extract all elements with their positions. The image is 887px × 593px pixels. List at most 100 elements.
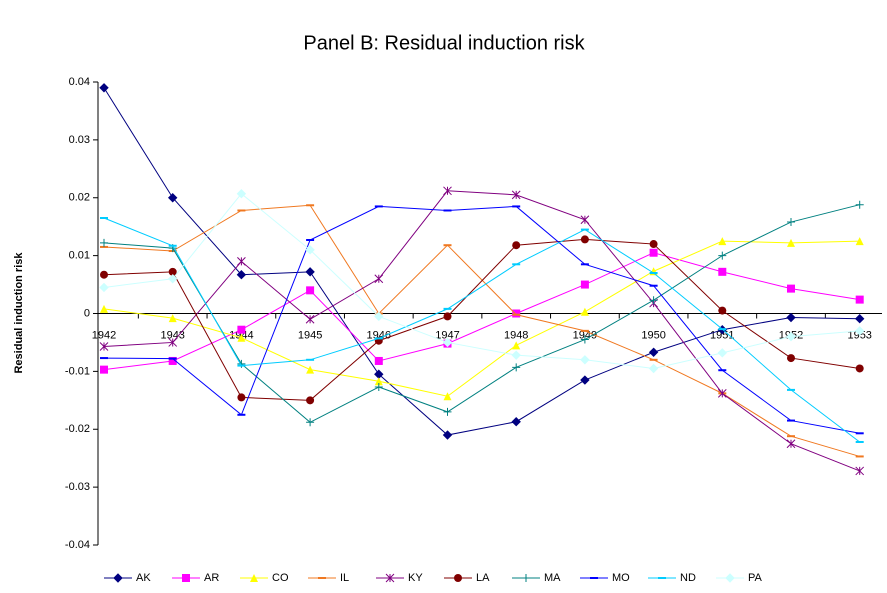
- chart-title: Panel B: Residual induction risk: [303, 32, 585, 54]
- marker: [374, 383, 383, 392]
- series-line: [103, 190, 860, 472]
- marker: [443, 312, 452, 321]
- legend-label: AK: [136, 572, 151, 584]
- series: [100, 237, 864, 401]
- marker: [385, 573, 395, 583]
- marker: [512, 241, 521, 250]
- x-tick-label: 1947: [435, 329, 459, 341]
- series: [99, 188, 865, 374]
- marker: [237, 325, 246, 334]
- legend-label: LA: [476, 572, 490, 584]
- y-axis-label: Residual induction risk: [13, 252, 25, 374]
- marker: [787, 354, 795, 363]
- marker: [580, 307, 589, 316]
- marker: [236, 270, 247, 280]
- marker: [442, 337, 453, 348]
- marker: [99, 282, 109, 293]
- series: [99, 186, 865, 476]
- x-tick-label: 1942: [92, 329, 116, 341]
- marker: [237, 333, 246, 342]
- marker: [168, 314, 177, 323]
- marker: [717, 348, 728, 358]
- legend-item: AR: [172, 572, 219, 584]
- series: [100, 217, 864, 443]
- y-tick-label: -0.04: [65, 539, 90, 551]
- marker: [250, 574, 258, 582]
- marker: [854, 326, 865, 336]
- marker: [855, 364, 864, 373]
- series: [100, 235, 864, 405]
- marker: [718, 237, 727, 246]
- marker: [305, 245, 315, 255]
- marker: [236, 188, 247, 199]
- legend-item: PA: [716, 572, 763, 584]
- legend-item: IL: [308, 572, 349, 584]
- series: [100, 200, 864, 427]
- series: [100, 248, 864, 374]
- marker: [787, 218, 795, 227]
- marker: [374, 311, 384, 322]
- y-tick-label: -0.02: [65, 423, 90, 435]
- legend-item: MA: [512, 572, 561, 584]
- x-tick-label: 1951: [710, 329, 734, 341]
- marker: [512, 309, 521, 318]
- marker: [512, 341, 521, 350]
- y-tick-label: 0: [84, 307, 90, 319]
- series-line: [103, 192, 860, 369]
- marker: [580, 235, 589, 244]
- x-tick-label: 1950: [641, 329, 665, 341]
- marker: [100, 304, 108, 313]
- marker: [649, 240, 658, 249]
- marker: [100, 270, 108, 279]
- marker: [442, 430, 453, 440]
- marker: [167, 274, 178, 284]
- marker: [306, 396, 315, 405]
- marker: [443, 186, 452, 196]
- legend-label: IL: [340, 572, 349, 584]
- marker: [787, 284, 795, 293]
- legend-label: CO: [272, 572, 289, 584]
- marker: [649, 296, 658, 305]
- marker: [786, 312, 796, 323]
- legend-item: ND: [648, 572, 696, 584]
- y-tick-label: 0.03: [69, 134, 90, 146]
- series: [99, 83, 865, 440]
- marker: [855, 295, 864, 304]
- marker: [786, 439, 796, 449]
- series-line: [103, 205, 860, 434]
- marker: [580, 355, 590, 365]
- y-tick-label: 0.01: [69, 250, 90, 262]
- marker: [305, 267, 315, 277]
- marker: [168, 356, 177, 365]
- marker: [182, 574, 190, 582]
- marker: [306, 365, 315, 374]
- y-tick-label: 0.02: [69, 192, 90, 204]
- marker: [99, 342, 109, 351]
- legend-label: PA: [748, 572, 763, 584]
- marker: [787, 238, 795, 247]
- marker: [374, 356, 383, 365]
- marker: [374, 377, 383, 386]
- marker: [100, 238, 108, 247]
- marker: [443, 407, 452, 416]
- marker: [580, 215, 590, 225]
- series-line: [103, 238, 860, 401]
- marker: [168, 267, 177, 276]
- marker: [511, 350, 521, 360]
- marker: [718, 251, 727, 260]
- series-line: [103, 204, 860, 457]
- series-line: [103, 240, 860, 397]
- marker: [168, 338, 178, 347]
- legend-label: MO: [612, 572, 630, 584]
- marker: [306, 418, 315, 427]
- marker: [305, 314, 315, 324]
- marker: [717, 389, 727, 398]
- legend-label: AR: [204, 572, 219, 584]
- marker: [374, 274, 384, 284]
- y-tick-label: 0.04: [69, 76, 90, 88]
- x-tick-label: 1943: [160, 329, 184, 341]
- marker: [648, 363, 659, 374]
- legend-item: LA: [444, 572, 490, 584]
- legend-label: ND: [680, 572, 696, 584]
